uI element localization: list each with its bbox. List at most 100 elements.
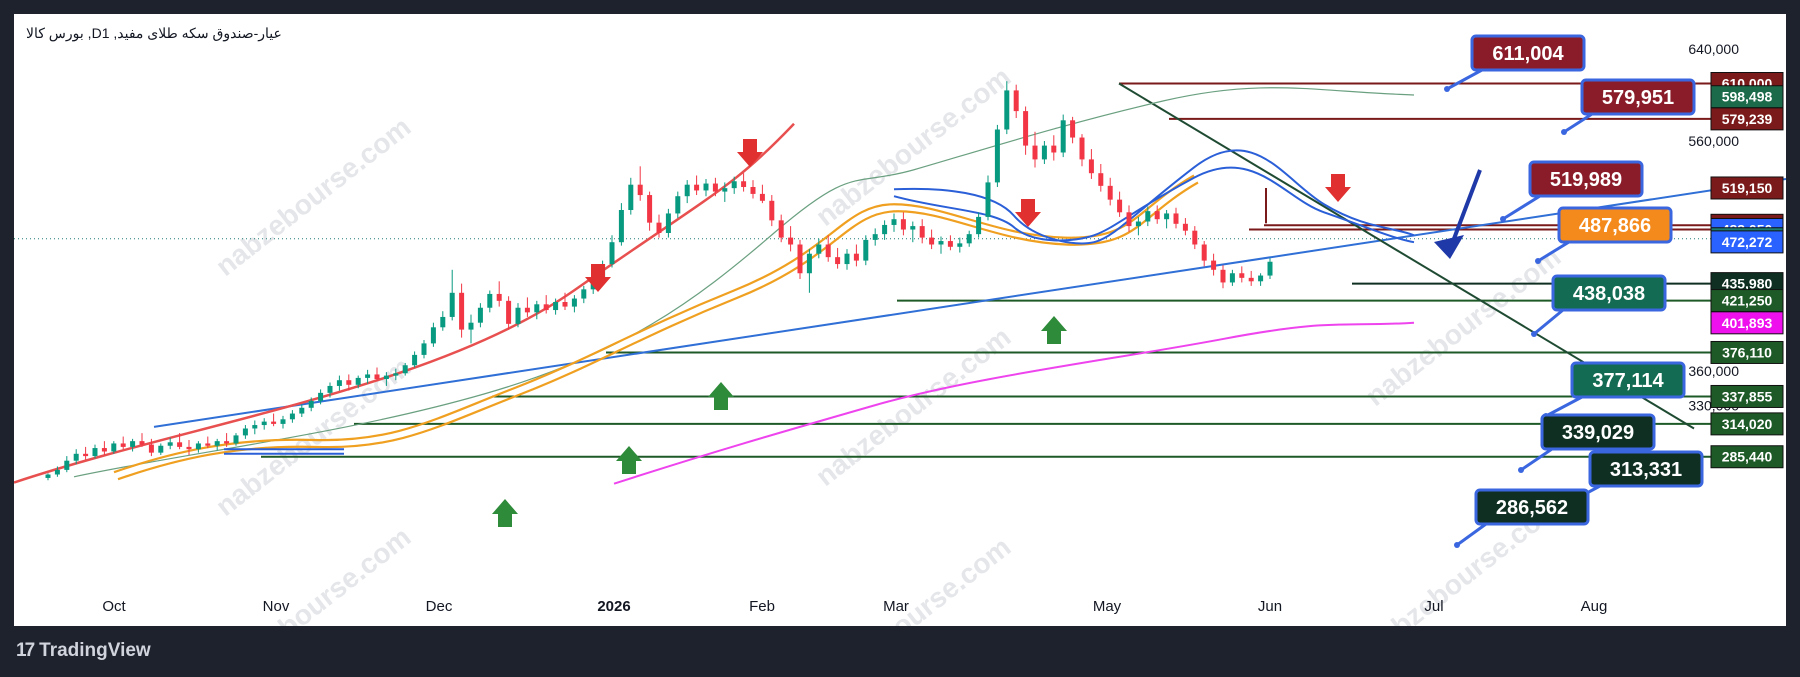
candle	[1107, 185, 1113, 200]
watermark-3: nabzebourse.com	[810, 321, 1017, 492]
candle	[468, 322, 474, 330]
candle	[994, 129, 1000, 183]
candle	[1004, 90, 1010, 130]
candle	[1041, 145, 1047, 160]
candle	[393, 373, 399, 376]
callout-box-5	[1570, 361, 1686, 399]
candle	[825, 244, 831, 258]
callout-anchor-2	[1500, 216, 1506, 222]
x-tick-label-5: Mar	[883, 598, 909, 615]
candle	[383, 375, 389, 380]
candle	[1220, 269, 1226, 283]
price-badge-7: 472,272	[1722, 234, 1773, 250]
price-badge-bg-11	[1710, 340, 1784, 364]
x-tick-label-1: Nov	[263, 598, 290, 615]
callout-box-3	[1557, 206, 1673, 244]
callout-label-7: 313,331	[1610, 459, 1682, 481]
candle	[882, 224, 888, 235]
candle	[430, 327, 436, 344]
candle	[1229, 273, 1235, 283]
candle	[374, 374, 380, 380]
candle	[863, 239, 869, 261]
candle	[1135, 221, 1141, 227]
price-badge-bg-3	[1710, 176, 1784, 200]
candle	[477, 307, 483, 323]
candle	[120, 443, 126, 447]
candle	[1182, 223, 1188, 231]
chart-area[interactable]: nabzebourse.com nabzebourse.com nabzebours…	[14, 14, 1786, 626]
callout-pointer-8	[1456, 522, 1487, 547]
price-chart[interactable]: nabzebourse.com nabzebourse.com nabzebours…	[14, 14, 1786, 626]
candle	[449, 292, 455, 317]
callout-label-1: 579,951	[1602, 87, 1674, 109]
bottom-bar: 17 TradingView	[14, 626, 1786, 677]
down-arrow-2	[585, 264, 611, 292]
candle	[440, 316, 446, 328]
ascending-trendline	[153, 177, 1786, 428]
candle	[1032, 145, 1038, 160]
callout-pointer-2	[1502, 194, 1541, 221]
candle	[318, 392, 324, 401]
candle	[524, 307, 530, 313]
callout-box-2	[1528, 160, 1644, 198]
callout-pointer-0	[1446, 68, 1483, 91]
callout-anchor-8	[1454, 542, 1460, 548]
x-tick-label-8: Jul	[1424, 598, 1443, 615]
callout-pointer-4	[1533, 308, 1564, 336]
y-tick-label-1: 560,000	[1688, 133, 1739, 149]
callout-anchor-6	[1518, 467, 1524, 473]
up-arrow-2	[708, 382, 734, 410]
candle	[985, 182, 991, 217]
candle	[289, 413, 295, 420]
candle	[741, 181, 747, 187]
watermark-4: nabzebourse.com	[1360, 241, 1567, 412]
candle	[1023, 111, 1029, 146]
candle	[64, 460, 70, 470]
blue-channel-lower	[224, 149, 1415, 455]
candle	[759, 193, 765, 201]
price-badge-3: 519,150	[1722, 180, 1773, 196]
callout-box-4	[1551, 274, 1667, 312]
callout-box-6	[1540, 413, 1656, 451]
callout-pointer-3	[1537, 240, 1570, 263]
candle	[1079, 137, 1085, 160]
candle	[1164, 213, 1170, 220]
callout-box-1	[1580, 78, 1696, 116]
watermark-6: nabzebourse.com	[210, 521, 417, 626]
candle	[976, 216, 982, 235]
candle	[665, 213, 671, 233]
y-tick-label-2: 360,000	[1688, 363, 1739, 379]
x-tick-label-0: Oct	[102, 598, 126, 615]
candle	[891, 219, 897, 225]
watermark-0: nabzebourse.com	[210, 111, 417, 282]
down-arrow-3	[1015, 199, 1041, 227]
candle	[750, 187, 756, 194]
callout-box-7	[1588, 450, 1704, 488]
x-tick-label-4: Feb	[749, 598, 775, 615]
candle	[148, 444, 154, 453]
candle	[195, 443, 201, 450]
candle	[1117, 199, 1123, 213]
candle	[421, 343, 427, 355]
candle	[308, 400, 314, 408]
callout-label-2: 519,989	[1550, 169, 1622, 191]
candles-group	[45, 81, 1273, 481]
candle	[365, 374, 371, 378]
callout-pointer-1	[1563, 112, 1593, 134]
candle	[205, 443, 211, 446]
candle	[900, 219, 906, 230]
candle	[83, 453, 89, 457]
candle	[299, 407, 305, 414]
callout-anchor-3	[1535, 258, 1541, 264]
blue-channel-upper	[224, 166, 1415, 451]
tradingview-logo[interactable]: 17 TradingView	[16, 640, 151, 661]
candle	[647, 195, 653, 223]
candle	[571, 298, 577, 307]
candle	[224, 441, 230, 444]
pink-ma	[613, 321, 1415, 485]
candle	[1070, 120, 1076, 138]
callout-label-8: 286,562	[1496, 497, 1568, 519]
candle	[139, 441, 145, 445]
candle	[355, 377, 361, 385]
candle	[1098, 173, 1104, 186]
